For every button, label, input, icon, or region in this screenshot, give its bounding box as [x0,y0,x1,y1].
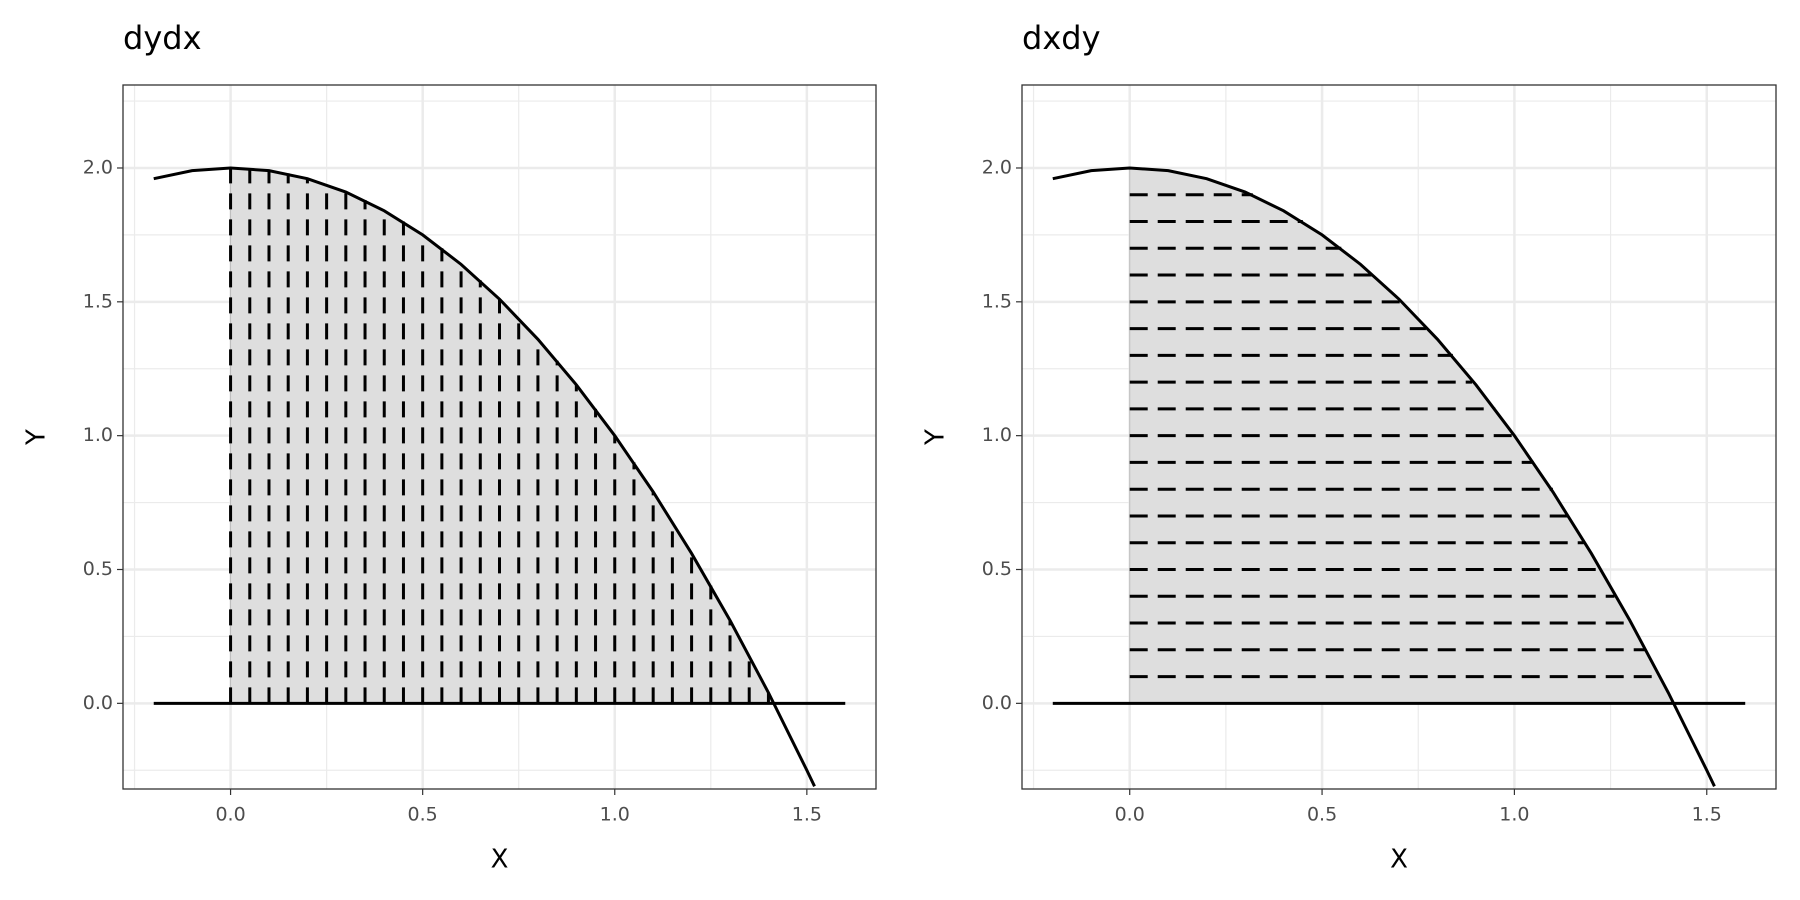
x-tick-label: 0.5 [408,804,438,826]
x-axis-title: X [491,845,509,875]
y-tick-label: 2.0 [83,156,113,178]
x-tick-label: 1.0 [1499,804,1529,826]
y-tick-label: 2.0 [982,156,1012,178]
x-axis-title: X [1390,845,1408,875]
curve [153,166,816,787]
chart-title: dydx [123,19,202,57]
panel: 0.0 0.5 1.0 1.5 0.0 0.5 1.0 1.5 2.0 dxdy X Y [921,19,1777,875]
panel-border [122,84,877,790]
y-tick-label: 1.0 [83,424,113,446]
plot-layer [153,166,846,787]
panel: 0.0 0.5 1.0 1.5 0.0 0.5 1.0 1.5 2.0 dydx X Y [22,19,877,875]
y-tick-label: 0.5 [83,558,113,580]
panel-border [1021,84,1777,790]
y-tick-label: 0.0 [982,692,1012,714]
x-tick-label: 1.0 [600,804,630,826]
y-tick-label: 1.0 [982,424,1012,446]
x-tick-label: 1.5 [792,804,822,826]
x-tick-label: 1.5 [1692,804,1722,826]
y-tick-label: 1.5 [982,290,1012,312]
y-tick-label: 0.0 [83,692,113,714]
x-tick-label: 0.0 [215,804,245,826]
chart-title: dxdy [1022,19,1101,57]
y-axis-title: Y [22,429,52,446]
y-axis-title: Y [921,429,951,446]
plot-layer [1052,166,1746,787]
y-tick-label: 1.5 [83,290,113,312]
x-tick-label: 0.0 [1115,804,1145,826]
curve [1052,166,1716,787]
x-tick-label: 0.5 [1307,804,1337,826]
y-tick-label: 0.5 [982,558,1012,580]
